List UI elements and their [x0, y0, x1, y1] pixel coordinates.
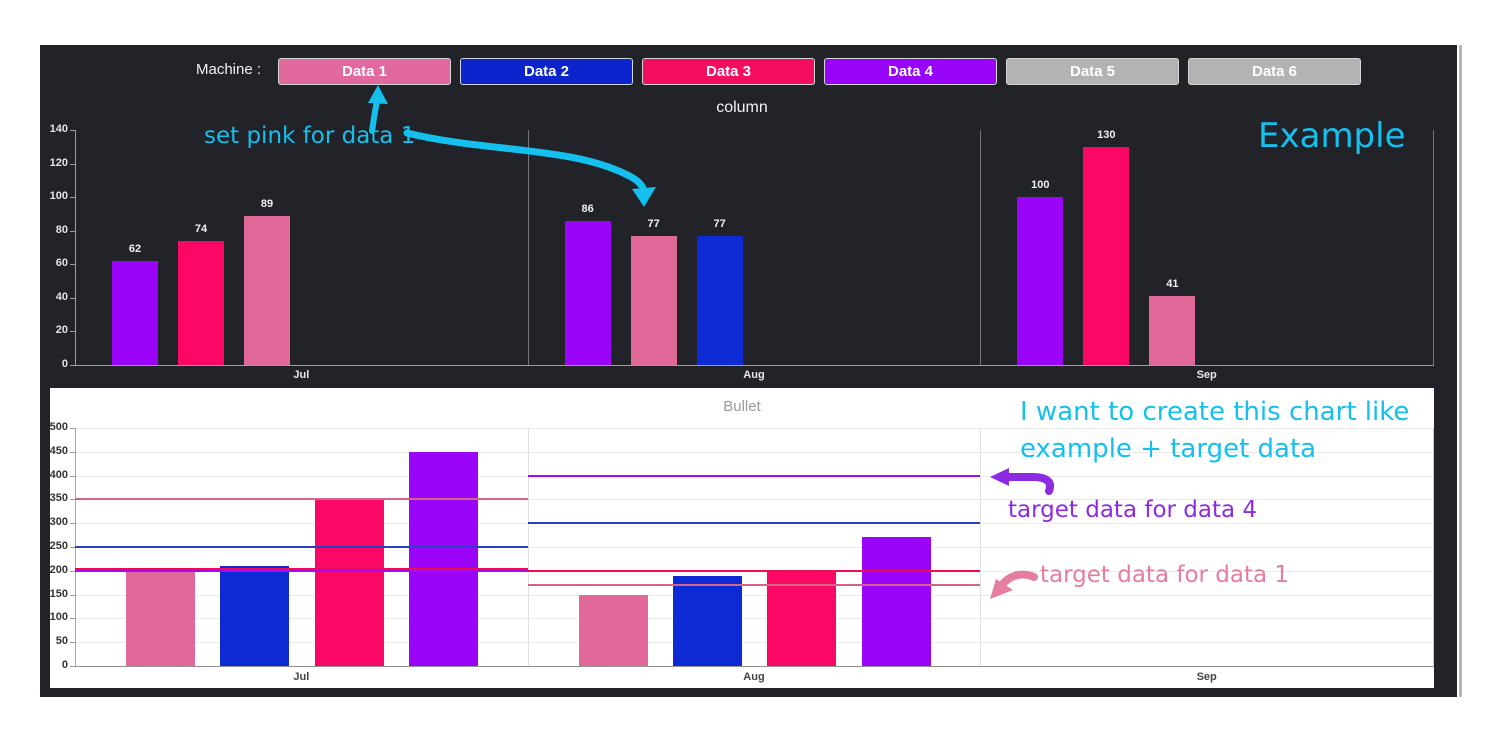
machine-button-data-6[interactable]: Data 6: [1188, 58, 1361, 85]
bullet-bar-aug-data-2[interactable]: [673, 575, 743, 666]
column-bar-jul-data-3[interactable]: [178, 240, 224, 365]
annotation-target-data1: target data for data 1: [1040, 562, 1290, 588]
column-bar-aug-data-1[interactable]: [630, 235, 677, 365]
machine-button-row: Data 1 Data 2 Data 3 Data 4 Data 5 Data 6: [278, 58, 1361, 85]
annotation-example: Example: [1258, 116, 1406, 156]
column-bar-jul-data-4[interactable]: [112, 260, 158, 365]
column-bar-aug-data-4[interactable]: [564, 220, 611, 365]
annotation-want-line1: I want to create this chart like: [1020, 397, 1410, 427]
bullet-chart-title: Bullet: [723, 398, 761, 415]
annotation-target-data4: target data for data 4: [1008, 497, 1258, 523]
column-bar-aug-data-2[interactable]: [696, 235, 743, 365]
bullet-bar-jul-data-1[interactable]: [126, 570, 195, 666]
bullet-bar-jul-data-2[interactable]: [220, 566, 290, 666]
column-chart-title: column: [716, 99, 768, 116]
column-bar-jul-data-1[interactable]: [244, 215, 290, 365]
machine-label: Machine :: [196, 61, 262, 78]
column-bar-sep-data-1[interactable]: [1149, 296, 1196, 365]
machine-button-data-4[interactable]: Data 4: [824, 58, 997, 85]
annotation-want-line2: example + target data: [1020, 434, 1317, 464]
machine-button-data-1[interactable]: Data 1: [278, 58, 451, 85]
machine-button-data-5[interactable]: Data 5: [1006, 58, 1179, 85]
bullet-bar-aug-data-1[interactable]: [578, 594, 648, 666]
bullet-bar-jul-data-3[interactable]: [314, 499, 384, 666]
scrollbar[interactable]: [1459, 45, 1462, 697]
bullet-bar-jul-data-4[interactable]: [409, 451, 479, 666]
column-bar-sep-data-3[interactable]: [1083, 146, 1130, 365]
machine-button-data-2[interactable]: Data 2: [460, 58, 633, 85]
machine-button-data-3[interactable]: Data 3: [642, 58, 815, 85]
column-bar-sep-data-4[interactable]: [1017, 197, 1064, 365]
bullet-bar-aug-data-3[interactable]: [767, 570, 837, 666]
annotation-set-pink: set pink for data 1: [204, 123, 416, 149]
bullet-bar-aug-data-4[interactable]: [861, 537, 931, 666]
